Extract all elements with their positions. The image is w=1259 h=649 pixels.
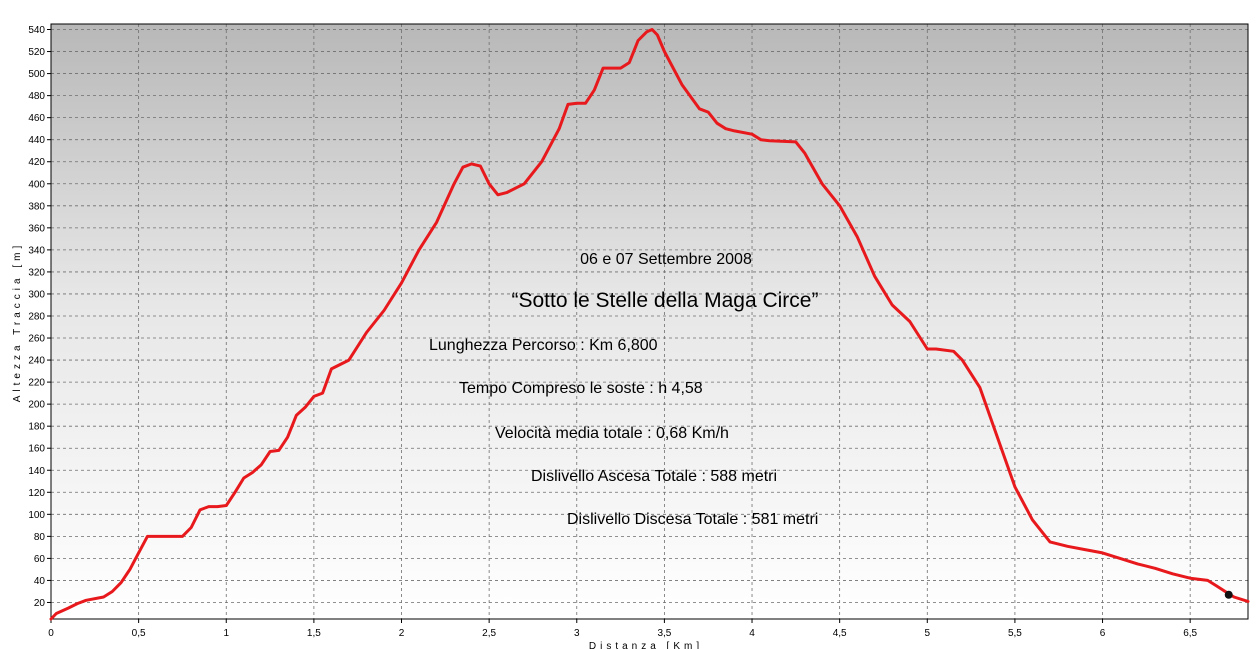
annotation-event-title: “Sotto le Stelle della Maga Circe”: [512, 289, 819, 312]
y-tick-label: 280: [28, 311, 45, 322]
x-tick-label: 0,5: [132, 628, 146, 639]
annotation-descent: Dislivello Discesa Totale : 581 metri: [567, 511, 818, 528]
y-tick-label: 320: [28, 267, 45, 278]
y-tick-label: 40: [34, 576, 46, 587]
annotations: 06 e 07 Settembre 2008 “Sotto le Stelle …: [429, 251, 818, 528]
annotation-length: Lunghezza Percorso : Km 6,800: [429, 337, 658, 354]
plot-frame: [50, 23, 1249, 620]
annotation-speed: Velocità media totale : 0,68 Km/h: [495, 425, 729, 442]
grid: [51, 24, 1248, 619]
y-tick-label: 80: [34, 532, 46, 543]
y-tick-label: 60: [34, 554, 46, 565]
annotation-time: Tempo Compreso le soste : h 4,58: [459, 380, 703, 397]
x-tick-label: 0: [48, 628, 54, 639]
y-tick-label: 180: [28, 422, 45, 433]
x-tick-label: 6: [1100, 628, 1106, 639]
position-marker: [1224, 590, 1233, 599]
y-tick-label: 240: [28, 356, 45, 367]
annotation-ascent: Dislivello Ascesa Totale : 588 metri: [531, 468, 777, 485]
x-tick-label: 3,5: [657, 628, 671, 639]
y-tick-label: 520: [28, 47, 45, 58]
y-tick-label: 260: [28, 334, 45, 345]
y-tick-label: 340: [28, 245, 45, 256]
y-tick-label: 540: [28, 25, 45, 36]
y-tick-label: 440: [28, 135, 45, 146]
y-tick-label: 360: [28, 223, 45, 234]
x-tick-label: 5: [924, 628, 930, 639]
y-tick-label: 480: [28, 91, 45, 102]
annotation-date: 06 e 07 Settembre 2008: [580, 251, 752, 268]
y-tick-label: 380: [28, 201, 45, 212]
x-axis-label: Distanza [Km]: [589, 641, 703, 649]
y-tick-label: 460: [28, 113, 45, 124]
x-tick-label: 2,5: [482, 628, 496, 639]
y-tick-label: 400: [28, 179, 45, 190]
y-axis-ticks: 20 40 60 80 100 120 140 160 180 200 220 240 260 280 30…: [28, 25, 51, 609]
x-tick-label: 4: [749, 628, 755, 639]
y-tick-label: 300: [28, 289, 45, 300]
plot-background: [51, 24, 1248, 619]
x-tick-label: 6,5: [1183, 628, 1197, 639]
x-tick-label: 5,5: [1008, 628, 1022, 639]
y-axis-label: Altezza Traccia [m]: [12, 242, 23, 402]
x-tick-label: 1: [223, 628, 229, 639]
y-tick-label: 220: [28, 378, 45, 389]
y-tick-label: 160: [28, 444, 45, 455]
y-tick-label: 200: [28, 400, 45, 411]
y-tick-label: 20: [34, 598, 46, 609]
y-tick-label: 100: [28, 510, 45, 521]
x-axis-ticks: 0 0,5 1 1,5 2 2,5 3 3,5 4 4,5 5 5,5 6 6,5: [48, 619, 1198, 639]
series-layer: [49, 28, 1250, 621]
x-tick-label: 2: [399, 628, 405, 639]
y-tick-label: 420: [28, 157, 45, 168]
y-tick-label: 140: [28, 466, 45, 477]
y-tick-label: 120: [28, 488, 45, 499]
x-tick-label: 3: [574, 628, 580, 639]
x-tick-label: 4,5: [833, 628, 847, 639]
y-tick-label: 500: [28, 69, 45, 80]
x-tick-label: 1,5: [307, 628, 321, 639]
elevation-profile-line: [49, 28, 1250, 621]
